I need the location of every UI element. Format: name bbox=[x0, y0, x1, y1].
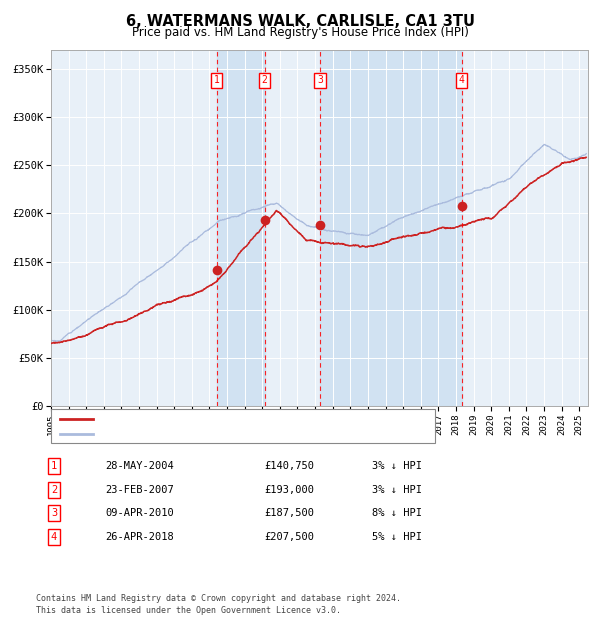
Bar bbox=[217, 50, 265, 406]
Text: £207,500: £207,500 bbox=[264, 532, 314, 542]
Text: 6, WATERMANS WALK, CARLISLE, CA1 3TU (detached house): 6, WATERMANS WALK, CARLISLE, CA1 3TU (de… bbox=[99, 414, 417, 423]
Text: Contains HM Land Registry data © Crown copyright and database right 2024.: Contains HM Land Registry data © Crown c… bbox=[36, 593, 401, 603]
Text: HPI: Average price, detached house, Cumberland: HPI: Average price, detached house, Cumb… bbox=[99, 429, 375, 439]
Text: 2: 2 bbox=[262, 76, 268, 86]
Text: 3% ↓ HPI: 3% ↓ HPI bbox=[372, 485, 422, 495]
Text: 4: 4 bbox=[458, 76, 464, 86]
Text: 26-APR-2018: 26-APR-2018 bbox=[105, 532, 174, 542]
Text: 23-FEB-2007: 23-FEB-2007 bbox=[105, 485, 174, 495]
Text: 1: 1 bbox=[214, 76, 220, 86]
Text: 8% ↓ HPI: 8% ↓ HPI bbox=[372, 508, 422, 518]
Text: £187,500: £187,500 bbox=[264, 508, 314, 518]
Text: 2: 2 bbox=[51, 485, 57, 495]
Text: £140,750: £140,750 bbox=[264, 461, 314, 471]
Text: 3: 3 bbox=[317, 76, 323, 86]
Text: 09-APR-2010: 09-APR-2010 bbox=[105, 508, 174, 518]
Text: 5% ↓ HPI: 5% ↓ HPI bbox=[372, 532, 422, 542]
Text: 3: 3 bbox=[51, 508, 57, 518]
Text: 1: 1 bbox=[51, 461, 57, 471]
Text: This data is licensed under the Open Government Licence v3.0.: This data is licensed under the Open Gov… bbox=[36, 606, 341, 615]
Bar bbox=[320, 50, 461, 406]
Text: 4: 4 bbox=[51, 532, 57, 542]
Text: 28-MAY-2004: 28-MAY-2004 bbox=[105, 461, 174, 471]
Text: 6, WATERMANS WALK, CARLISLE, CA1 3TU: 6, WATERMANS WALK, CARLISLE, CA1 3TU bbox=[125, 14, 475, 29]
Text: £193,000: £193,000 bbox=[264, 485, 314, 495]
Text: 3% ↓ HPI: 3% ↓ HPI bbox=[372, 461, 422, 471]
Text: Price paid vs. HM Land Registry's House Price Index (HPI): Price paid vs. HM Land Registry's House … bbox=[131, 26, 469, 39]
